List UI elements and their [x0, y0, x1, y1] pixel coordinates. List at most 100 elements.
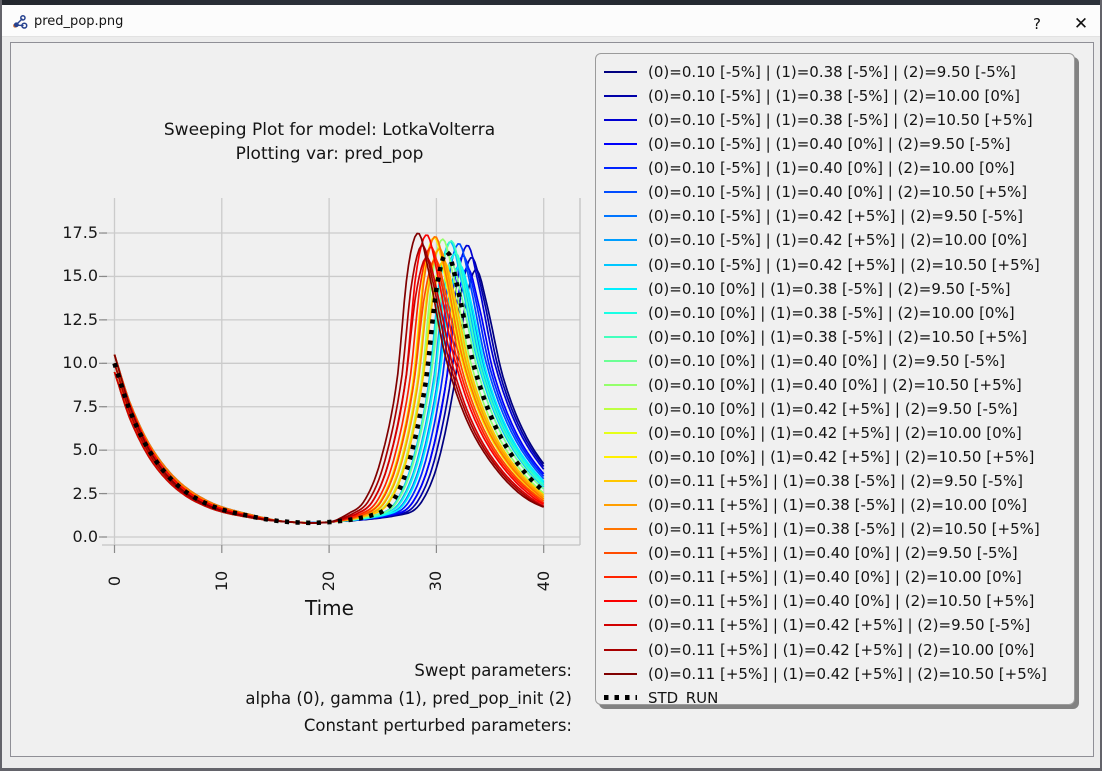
legend-label: (0)=0.10 [0%] | (1)=0.42 [+5%] | (2)=10.… [648, 423, 1022, 442]
legend-item: (0)=0.11 [+5%] | (1)=0.38 [-5%] | (2)=10… [604, 517, 1074, 541]
legend-label: (0)=0.10 [-5%] | (1)=0.40 [0%] | (2)=9.5… [648, 135, 1011, 154]
legend-item: (0)=0.10 [0%] | (1)=0.42 [+5%] | (2)=9.5… [604, 397, 1074, 421]
legend-swatch [604, 167, 637, 170]
legend-label: (0)=0.11 [+5%] | (1)=0.40 [0%] | (2)=9.5… [648, 544, 1018, 563]
legend-swatch [604, 456, 637, 459]
legend-label: (0)=0.10 [0%] | (1)=0.42 [+5%] | (2)=10.… [648, 448, 1035, 467]
y-tick-label: 2.5 [72, 483, 98, 503]
legend-label: (0)=0.11 [+5%] | (1)=0.42 [+5%] | (2)=10… [648, 640, 1035, 659]
legend-item: (0)=0.11 [+5%] | (1)=0.40 [0%] | (2)=10.… [604, 589, 1074, 613]
legend-item: (0)=0.10 [-5%] | (1)=0.40 [0%] | (2)=10.… [604, 156, 1074, 180]
legend-swatch [604, 480, 637, 483]
legend-swatch [604, 431, 637, 434]
y-tick-label: 17.5 [62, 223, 98, 243]
legend-item: (0)=0.11 [+5%] | (1)=0.38 [-5%] | (2)=9.… [604, 469, 1074, 493]
legend-swatch [604, 576, 637, 579]
legend-item: (0)=0.10 [-5%] | (1)=0.40 [0%] | (2)=9.5… [604, 132, 1074, 156]
legend-label: (0)=0.10 [0%] | (1)=0.38 [-5%] | (2)=10.… [648, 303, 1015, 322]
legend-item: (0)=0.11 [+5%] | (1)=0.40 [0%] | (2)=10.… [604, 565, 1074, 589]
legend-item: (0)=0.10 [0%] | (1)=0.42 [+5%] | (2)=10.… [604, 421, 1074, 445]
legend-swatch [604, 407, 637, 410]
legend-item: STD_RUN [604, 686, 1074, 705]
window-title: pred_pop.png [34, 14, 124, 29]
legend-label: (0)=0.10 [0%] | (1)=0.40 [0%] | (2)=10.5… [648, 375, 1022, 394]
legend-item: (0)=0.10 [0%] | (1)=0.38 [-5%] | (2)=10.… [604, 325, 1074, 349]
std-run-curve [112, 248, 546, 526]
x-tick-label: 10 [211, 570, 231, 592]
legend-swatch [604, 624, 637, 627]
legend-label: (0)=0.11 [+5%] | (1)=0.42 [+5%] | (2)=9.… [648, 616, 1031, 635]
legend-label: (0)=0.10 [0%] | (1)=0.38 [-5%] | (2)=10.… [648, 327, 1028, 346]
legend-label: (0)=0.10 [-5%] | (1)=0.38 [-5%] | (2)=10… [648, 111, 1033, 130]
footnote: Swept parameters: alpha (0), gamma (1), … [152, 657, 572, 740]
close-icon[interactable]: ✕ [1073, 14, 1089, 34]
legend-item: (0)=0.10 [-5%] | (1)=0.42 [+5%] | (2)=9.… [604, 204, 1074, 228]
legend-item: (0)=0.10 [-5%] | (1)=0.38 [-5%] | (2)=10… [604, 84, 1074, 108]
y-tick-label: 5.0 [72, 440, 98, 460]
footnote-constant-header: Constant perturbed parameters: [303, 716, 572, 735]
legend-label: (0)=0.10 [0%] | (1)=0.40 [0%] | (2)=9.50… [648, 351, 1006, 370]
legend-label: (0)=0.11 [+5%] | (1)=0.42 [+5%] | (2)=10… [648, 664, 1047, 683]
gridlines [102, 198, 581, 546]
legend-swatch [604, 239, 637, 242]
legend-label: STD_RUN [648, 688, 719, 705]
x-tick-label: 0 [104, 575, 124, 587]
legend-swatch [604, 263, 637, 266]
legend-swatch [604, 71, 637, 74]
legend-item: (0)=0.10 [0%] | (1)=0.40 [0%] | (2)=9.50… [604, 349, 1074, 373]
legend-swatch [604, 552, 637, 555]
x-axis-label: Time [305, 596, 354, 620]
legend-item: (0)=0.10 [-5%] | (1)=0.42 [+5%] | (2)=10… [604, 253, 1074, 277]
footnote-swept-header: Swept parameters: [414, 661, 572, 680]
x-tick-label: 40 [533, 570, 553, 592]
legend-label: (0)=0.11 [+5%] | (1)=0.38 [-5%] | (2)=10… [648, 496, 1028, 515]
legend-label: (0)=0.11 [+5%] | (1)=0.40 [0%] | (2)=10.… [648, 568, 1022, 587]
axis-ticks [99, 232, 545, 553]
legend-item: (0)=0.10 [-5%] | (1)=0.38 [-5%] | (2)=9.… [604, 60, 1074, 84]
legend-label: (0)=0.10 [0%] | (1)=0.38 [-5%] | (2)=9.5… [648, 279, 1011, 298]
legend-label: (0)=0.11 [+5%] | (1)=0.38 [-5%] | (2)=9.… [648, 472, 1024, 491]
legend-item: (0)=0.11 [+5%] | (1)=0.40 [0%] | (2)=9.5… [604, 541, 1074, 565]
plot-title: Sweeping Plot for model: LotkaVolterra P… [92, 118, 567, 166]
legend-label: (0)=0.11 [+5%] | (1)=0.40 [0%] | (2)=10.… [648, 592, 1035, 611]
legend-swatch [604, 335, 637, 338]
legend-label: (0)=0.10 [-5%] | (1)=0.42 [+5%] | (2)=9.… [648, 207, 1024, 226]
x-tick-label: 30 [426, 570, 446, 592]
app-icon [13, 15, 28, 29]
legend-label: (0)=0.11 [+5%] | (1)=0.38 [-5%] | (2)=10… [648, 520, 1040, 539]
y-tick-label: 15.0 [62, 266, 98, 286]
legend-swatch [604, 191, 637, 194]
window-top-border [2, 0, 1100, 5]
legend-item: (0)=0.10 [-5%] | (1)=0.40 [0%] | (2)=10.… [604, 180, 1074, 204]
legend-item: (0)=0.10 [0%] | (1)=0.38 [-5%] | (2)=9.5… [604, 277, 1074, 301]
legend-swatch [604, 648, 637, 651]
legend-item: (0)=0.11 [+5%] | (1)=0.42 [+5%] | (2)=9.… [604, 613, 1074, 637]
legend-swatch [604, 287, 637, 290]
legend-item: (0)=0.11 [+5%] | (1)=0.38 [-5%] | (2)=10… [604, 493, 1074, 517]
help-button[interactable]: ? [1033, 15, 1041, 33]
legend-label: (0)=0.10 [-5%] | (1)=0.38 [-5%] | (2)=10… [648, 87, 1020, 106]
legend-label: (0)=0.10 [-5%] | (1)=0.40 [0%] | (2)=10.… [648, 183, 1028, 202]
legend-swatch [604, 143, 637, 146]
legend-label: (0)=0.10 [-5%] | (1)=0.42 [+5%] | (2)=10… [648, 255, 1040, 274]
legend-swatch-std-run [604, 695, 637, 701]
legend-item: (0)=0.10 [0%] | (1)=0.40 [0%] | (2)=10.5… [604, 373, 1074, 397]
legend-swatch [604, 504, 637, 507]
y-tick-label: 0.0 [72, 527, 98, 546]
legend-swatch [604, 311, 637, 314]
title-bar[interactable]: pred_pop.png ? ✕ [2, 5, 1100, 37]
y-tick-label: 12.5 [62, 309, 98, 329]
legend-swatch [604, 383, 637, 386]
legend: (0)=0.10 [-5%] | (1)=0.38 [-5%] | (2)=9.… [595, 53, 1075, 705]
legend-swatch [604, 95, 637, 98]
legend-item: (0)=0.11 [+5%] | (1)=0.42 [+5%] | (2)=10… [604, 638, 1074, 662]
legend-item: (0)=0.10 [-5%] | (1)=0.38 [-5%] | (2)=10… [604, 108, 1074, 132]
legend-label: (0)=0.10 [-5%] | (1)=0.38 [-5%] | (2)=9.… [648, 63, 1016, 82]
plot-title-line2: Plotting var: pred_pop [235, 144, 424, 164]
legend-swatch [604, 215, 637, 218]
legend-item: (0)=0.10 [-5%] | (1)=0.42 [+5%] | (2)=10… [604, 228, 1074, 252]
legend-item: (0)=0.11 [+5%] | (1)=0.42 [+5%] | (2)=10… [604, 662, 1074, 686]
y-tick-label: 7.5 [72, 396, 98, 416]
